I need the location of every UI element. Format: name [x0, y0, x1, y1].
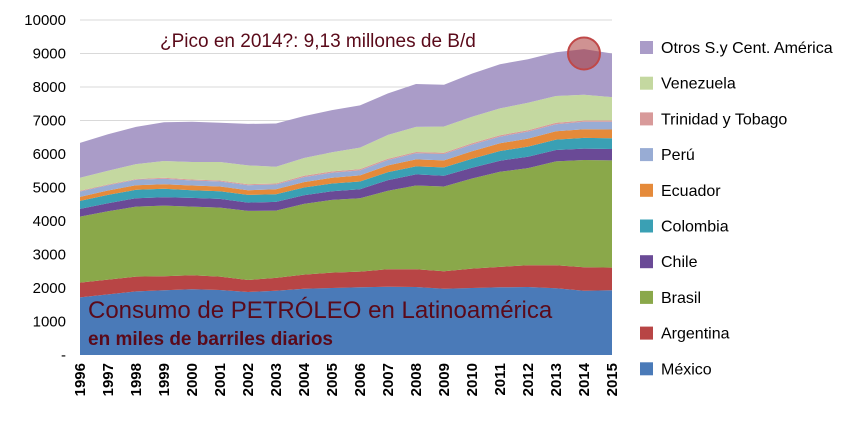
y-tick-label: 4000	[33, 213, 66, 230]
x-tick-label: 1996	[72, 363, 89, 396]
y-tick-label: 5000	[33, 180, 66, 197]
y-tick-label: -	[61, 347, 66, 364]
legend-swatch	[640, 112, 653, 126]
legend-label: Brasil	[661, 290, 701, 307]
legend-swatch	[640, 148, 653, 162]
legend-swatch	[640, 76, 653, 90]
legend-label: Otros S.y Cent. América	[661, 40, 833, 57]
peak-marker	[567, 36, 601, 71]
area-colombia	[80, 137, 612, 209]
legend-label: Argentina	[661, 326, 730, 343]
x-tick-label: 2015	[604, 363, 621, 396]
legend-swatch	[640, 362, 653, 376]
chart-title: Consumo de PETRÓLEO en Latinoamérica	[88, 297, 553, 324]
x-tick-label: 1997	[100, 363, 117, 396]
legend-label: Trinidad y Tobago	[661, 111, 787, 128]
y-tick-label: 7000	[33, 113, 66, 130]
area-series-group	[80, 49, 612, 355]
x-tick-label: 2011	[492, 363, 509, 396]
x-tick-label: 2010	[464, 363, 481, 396]
x-tick-label: 2014	[576, 362, 593, 396]
y-tick-label: 8000	[33, 79, 66, 96]
legend-label: Chile	[661, 254, 698, 271]
legend-swatch	[640, 255, 653, 269]
legend-swatch	[640, 219, 653, 233]
x-tick-label: 2004	[296, 362, 313, 396]
y-tick-label: 10000	[24, 12, 66, 29]
area-m-xico	[80, 286, 612, 355]
x-tick-label: 2006	[352, 363, 369, 396]
legend-swatch	[640, 290, 653, 304]
area-ecuador	[80, 129, 612, 201]
y-tick-label: 3000	[33, 247, 66, 264]
x-tick-label: 2012	[520, 363, 537, 396]
area-venezuela	[80, 94, 612, 191]
legend-label: México	[661, 361, 712, 378]
legend-label: Venezuela	[661, 76, 736, 93]
x-tick-label: 2002	[240, 363, 257, 396]
legend-label: Perú	[661, 147, 695, 164]
peak-annotation: ¿Pico en 2014?: 9,13 millones de B/d	[160, 31, 476, 52]
x-tick-label: 2009	[436, 363, 453, 396]
x-tick-label: 2000	[184, 363, 201, 396]
y-axis-ticks: - 1000 2000 3000 4000 5000 6000 7000 8000 9000 100…	[24, 12, 66, 364]
legend: Otros S.y Cent. América Venezuela Trinidad…	[640, 40, 833, 378]
y-tick-label: 9000	[33, 46, 66, 63]
legend-label: Colombia	[661, 219, 729, 236]
x-tick-label: 2007	[380, 363, 397, 396]
area-chile	[80, 148, 612, 217]
y-tick-label: 1000	[33, 314, 66, 331]
x-axis-ticks: 1996 1997 1998 1999 2000 2001 2002 2003 2004 2005…	[72, 362, 621, 396]
legend-swatch	[640, 183, 653, 197]
chart-subtitle: en miles de barriles diarios	[88, 329, 333, 350]
y-tick-label: 6000	[33, 146, 66, 163]
area-per-	[80, 121, 612, 197]
legend-label: Ecuador	[661, 183, 721, 200]
legend-swatch	[640, 41, 653, 54]
x-tick-label: 2003	[268, 363, 285, 396]
x-tick-label: 2001	[212, 363, 229, 396]
y-tick-label: 2000	[33, 280, 66, 297]
x-tick-label: 1999	[156, 363, 173, 396]
area-brasil	[80, 160, 612, 283]
legend-swatch	[640, 326, 653, 340]
area-otros-s-y-cent-am-rica	[80, 49, 612, 178]
x-tick-label: 2005	[324, 363, 341, 396]
x-tick-label: 1998	[128, 363, 145, 396]
area-argentina	[80, 265, 612, 298]
x-tick-label: 2008	[408, 363, 425, 396]
x-tick-label: 2013	[548, 363, 565, 396]
